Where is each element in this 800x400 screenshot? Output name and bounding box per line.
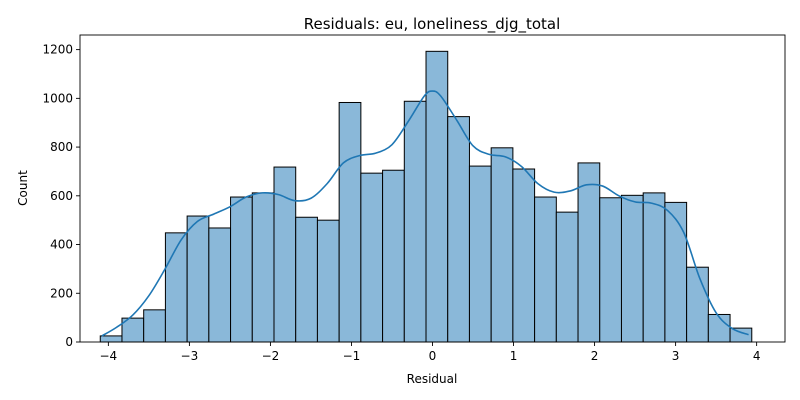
x-tick-label: −3	[181, 349, 199, 363]
x-tick-label: 0	[429, 349, 437, 363]
x-tick-label: −2	[262, 349, 280, 363]
y-axis-label: Count	[16, 170, 30, 206]
x-tick-label: 2	[591, 349, 599, 363]
histogram-bar	[447, 116, 470, 343]
histogram-bar	[425, 50, 449, 343]
histogram-bar	[729, 327, 753, 343]
histogram-bar	[382, 169, 405, 343]
histogram-bar	[316, 219, 340, 343]
histogram-bar	[577, 162, 601, 343]
histogram-bar	[555, 211, 579, 343]
y-tick-label: 1000	[42, 91, 73, 105]
histogram-bar	[512, 168, 536, 343]
histogram-bar	[490, 147, 514, 343]
x-tick-label: −4	[100, 349, 118, 363]
histogram-bar	[295, 216, 318, 343]
histogram-bar	[642, 192, 666, 343]
histogram-bar	[360, 172, 384, 343]
histogram-bar	[534, 196, 557, 343]
histogram-bar	[403, 100, 427, 343]
y-tick-label: 1200	[42, 43, 73, 57]
histogram-bar	[599, 197, 622, 343]
histogram-bar	[99, 335, 123, 343]
histogram-bar	[230, 196, 253, 343]
histogram-bar	[468, 165, 492, 343]
histogram-bars	[99, 50, 753, 343]
histogram-bar	[664, 201, 688, 343]
histogram-bar	[338, 101, 362, 343]
x-tick-label: 1	[510, 349, 518, 363]
histogram-bar	[686, 266, 709, 343]
histogram-bar	[273, 166, 297, 343]
histogram-bar	[143, 309, 166, 343]
x-axis-ticks: −4 −3 −2 −1 0 1 2 3 4	[100, 342, 761, 363]
y-tick-label: 200	[50, 286, 73, 300]
histogram-bar	[208, 227, 232, 343]
histogram-bar	[707, 313, 731, 343]
x-tick-label: 4	[753, 349, 761, 363]
histogram-bar	[620, 194, 644, 343]
y-tick-label: 400	[50, 238, 73, 252]
y-tick-label: 600	[50, 189, 73, 203]
kde-curve	[101, 90, 749, 337]
y-tick-label: 800	[50, 140, 73, 154]
histogram-bar	[251, 192, 275, 343]
histogram-bar	[186, 215, 210, 343]
x-axis-label: Residual	[407, 372, 458, 386]
chart-title: Residuals: eu, loneliness_djg_total	[304, 15, 561, 34]
x-tick-label: 3	[672, 349, 680, 363]
x-tick-label: −1	[343, 349, 361, 363]
y-tick-label: 0	[65, 335, 73, 349]
y-axis-ticks: 0 200 400 600 800 1000 1200	[42, 43, 80, 349]
